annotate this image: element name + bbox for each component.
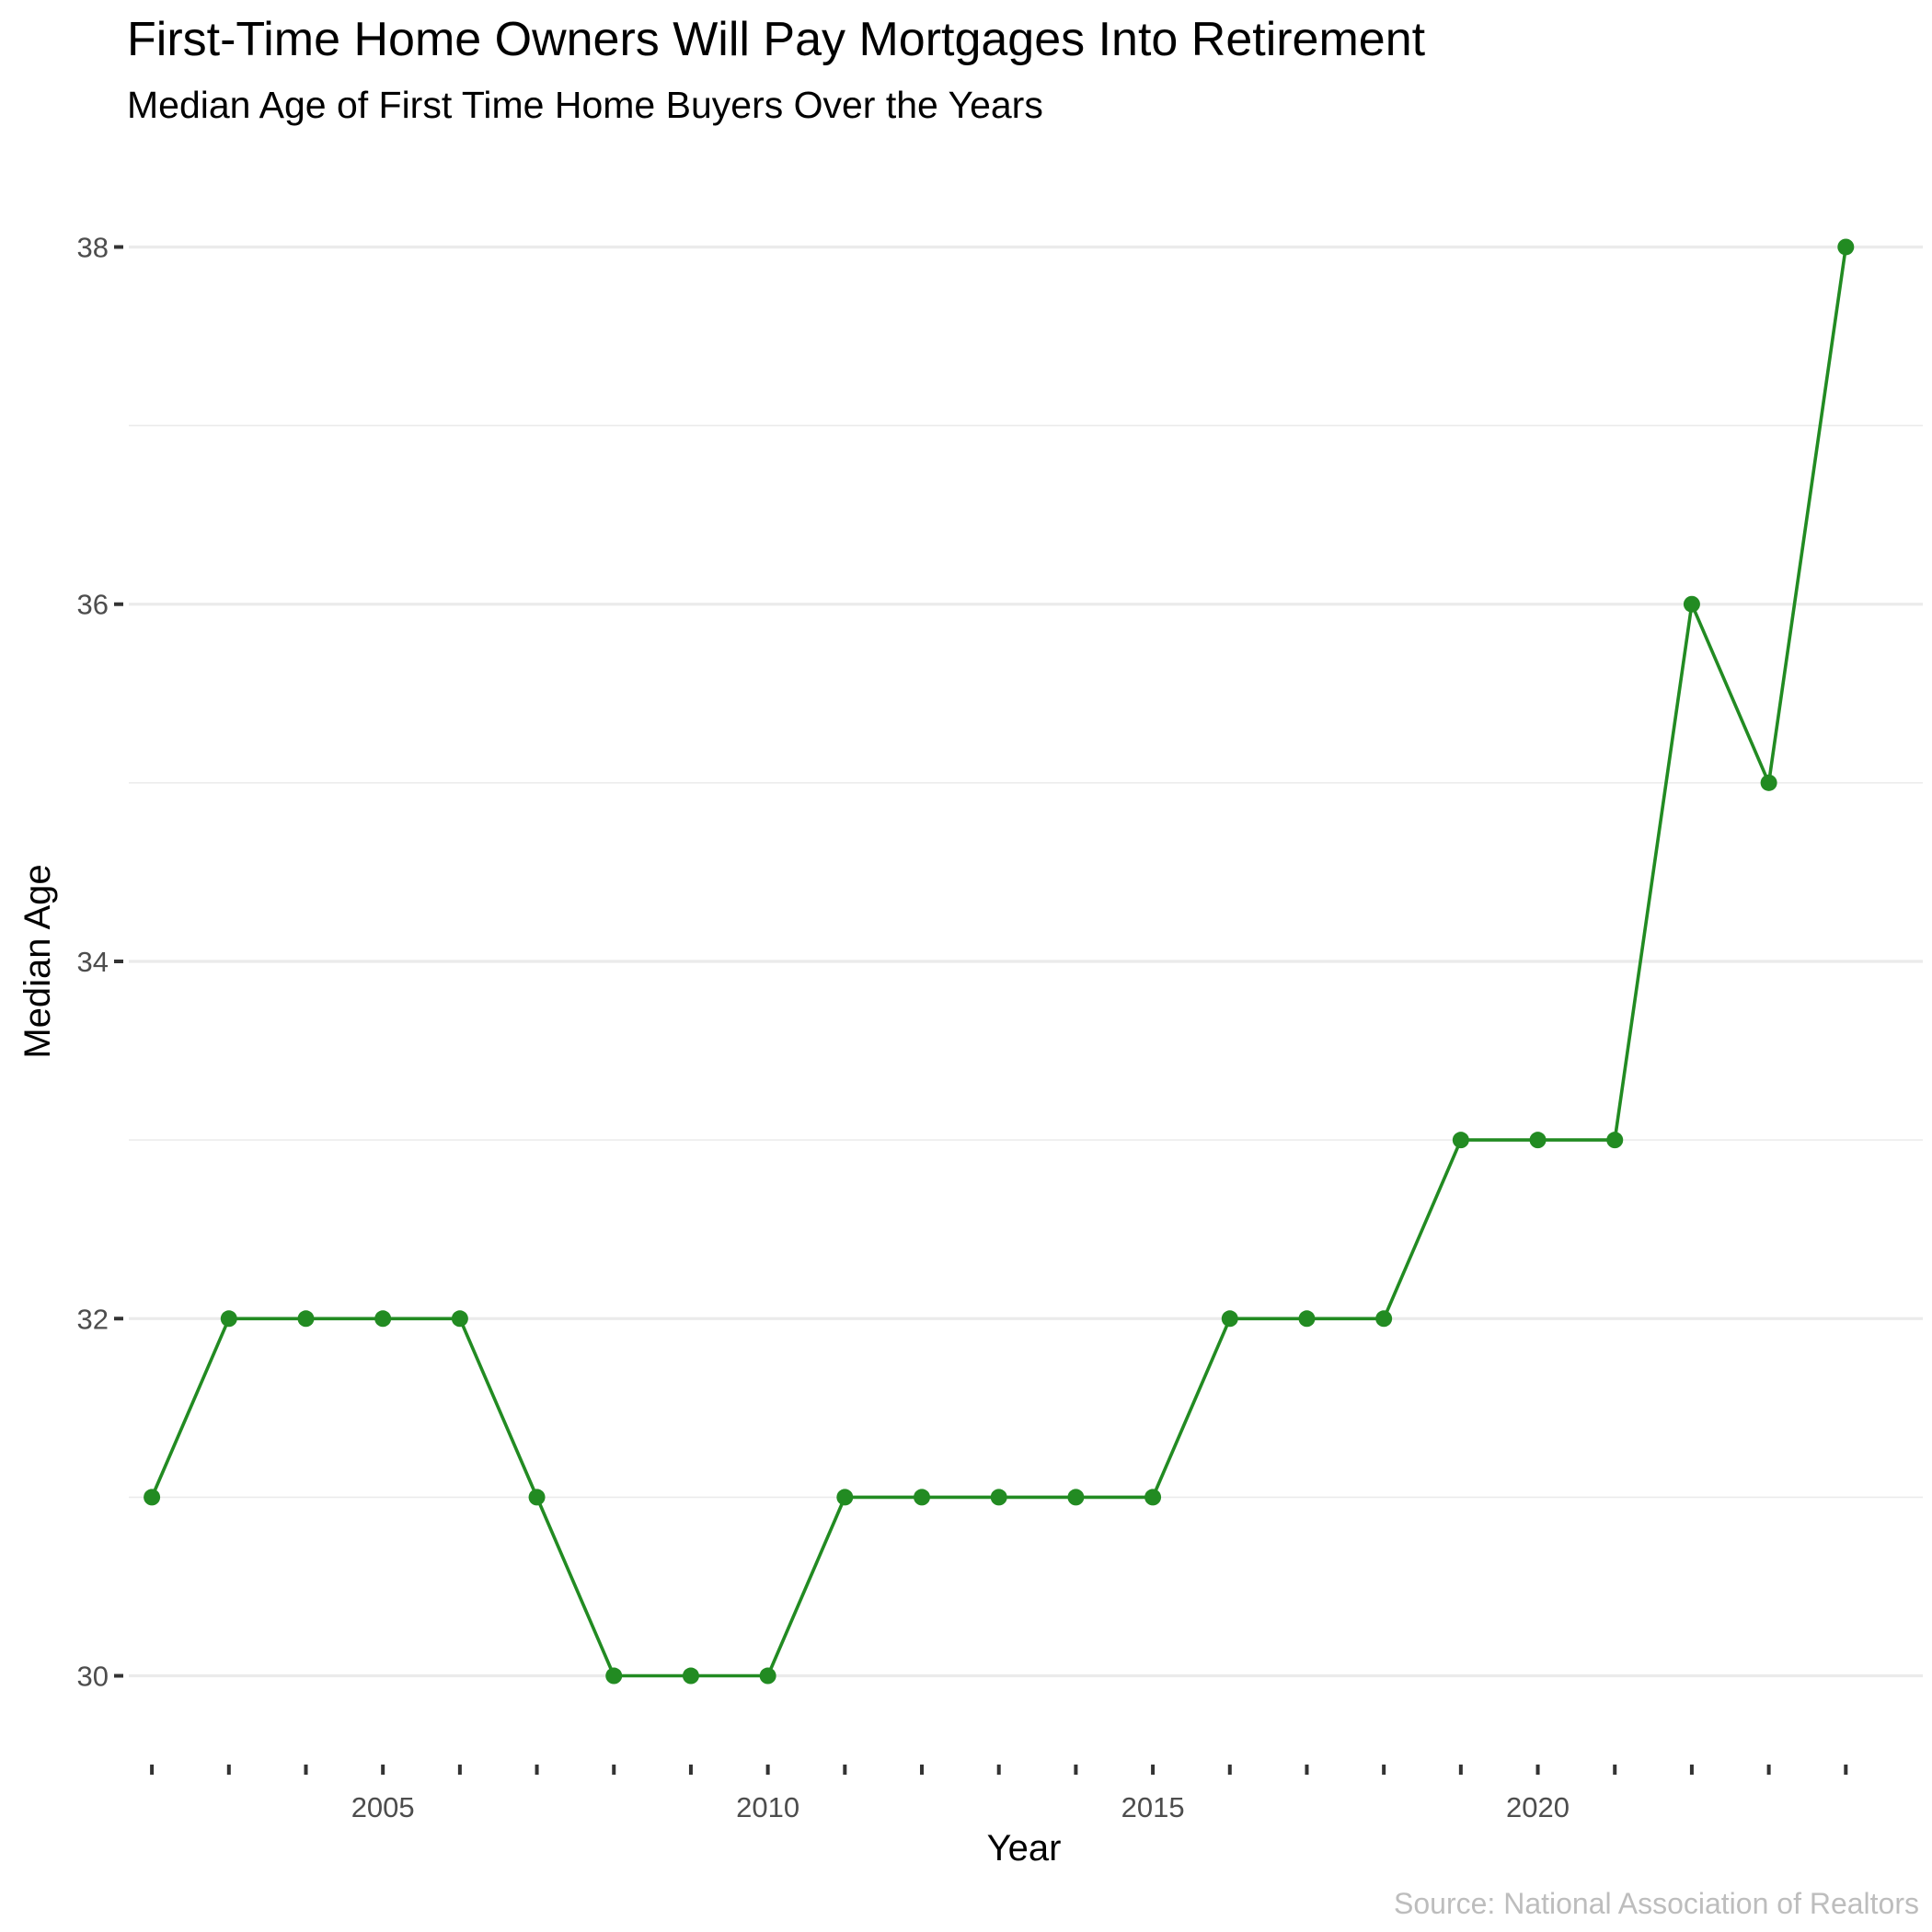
- data-point: [297, 1310, 315, 1328]
- grid-layer: [129, 245, 1923, 1678]
- x-axis-label: Year: [987, 1828, 1062, 1869]
- data-point: [1760, 774, 1777, 791]
- data-point: [914, 1489, 931, 1506]
- data-point: [1452, 1132, 1469, 1149]
- data-point: [374, 1310, 392, 1328]
- chart-subtitle: Median Age of First Time Home Buyers Ove…: [127, 84, 1043, 126]
- x-tick-label: 2020: [1506, 1791, 1570, 1823]
- data-point: [1144, 1489, 1162, 1506]
- data-point: [759, 1667, 776, 1685]
- data-point: [1067, 1489, 1085, 1506]
- data-point: [1606, 1132, 1624, 1149]
- y-tick-label: 30: [77, 1661, 109, 1693]
- data-point: [1529, 1132, 1547, 1149]
- data-point: [528, 1489, 546, 1506]
- data-point: [682, 1667, 699, 1685]
- y-tick-label: 32: [77, 1303, 109, 1335]
- data-point: [1683, 595, 1700, 613]
- x-tick-label: 2005: [351, 1791, 415, 1823]
- chart-caption: Source: National Association of Realtors: [1394, 1887, 1919, 1920]
- x-tick-label: 2010: [736, 1791, 799, 1823]
- data-point: [836, 1489, 854, 1506]
- chart-title: First-Time Home Owners Will Pay Mortgage…: [127, 13, 1426, 66]
- y-tick-label: 38: [77, 231, 109, 263]
- series-layer: [144, 238, 1855, 1685]
- y-tick-label: 34: [77, 946, 109, 978]
- y-axis-label: Median Age: [17, 864, 58, 1058]
- data-point: [1221, 1310, 1238, 1328]
- data-point: [1375, 1310, 1393, 1328]
- y-tick-label: 36: [77, 589, 109, 621]
- label-layer: 30 32 34 36 38 2005 2010 2015 2020: [77, 231, 1570, 1823]
- x-tick-label: 2015: [1121, 1791, 1185, 1823]
- data-point: [990, 1489, 1007, 1506]
- data-point: [144, 1489, 161, 1506]
- data-point: [220, 1310, 237, 1328]
- data-point: [605, 1667, 623, 1685]
- data-point: [451, 1310, 468, 1328]
- data-point: [1298, 1310, 1316, 1328]
- data-point: [1837, 238, 1855, 256]
- tick-layer: [114, 245, 1848, 1775]
